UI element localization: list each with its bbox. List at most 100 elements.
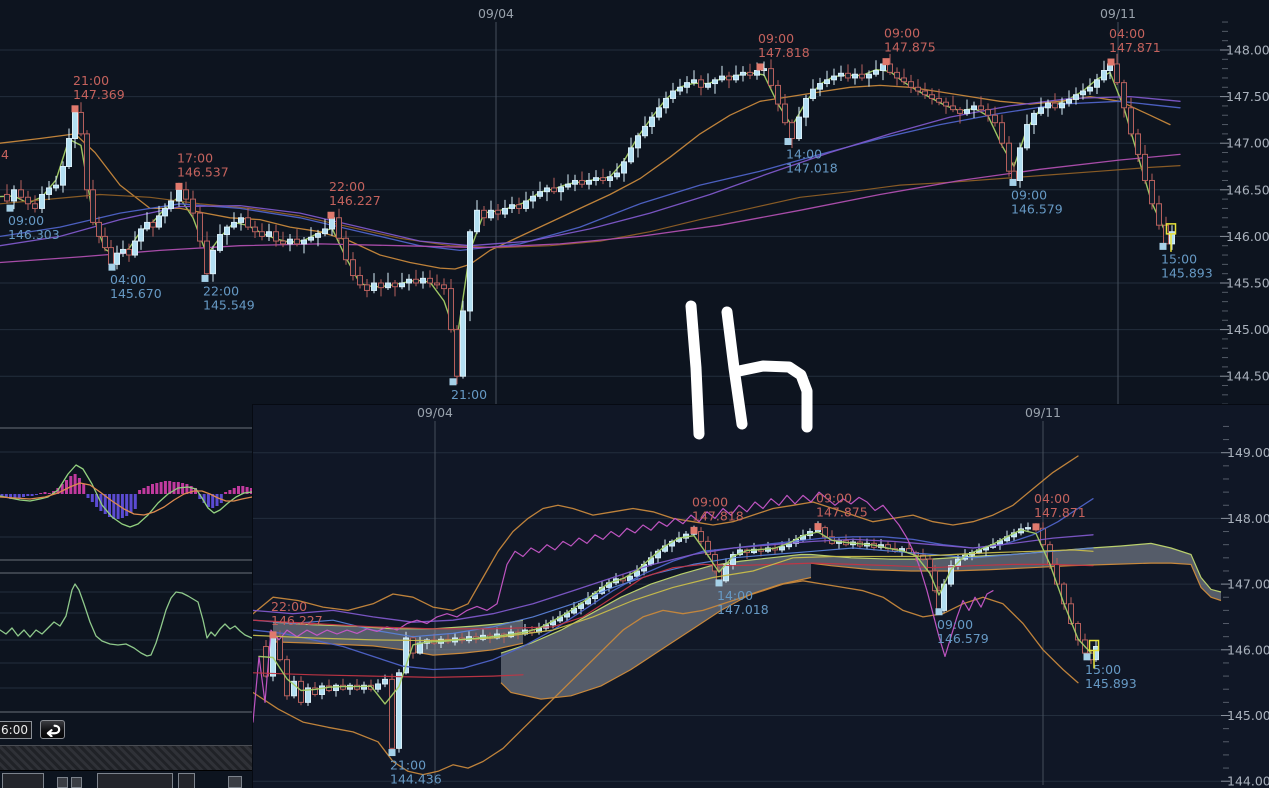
- macd-bar: [22, 494, 25, 497]
- chart-label: 22:00: [329, 179, 365, 194]
- macd-bar: [142, 488, 146, 494]
- chart-label: 148.00: [1227, 511, 1269, 526]
- candlestick: [197, 212, 203, 242]
- candlestick: [593, 177, 599, 181]
- candlestick: [46, 187, 52, 195]
- candlestick: [523, 200, 529, 209]
- candlestick: [768, 68, 774, 86]
- toolbar-icon[interactable]: [71, 777, 82, 788]
- chart-label: 146.50: [1226, 182, 1269, 197]
- candlestick: [1025, 527, 1031, 530]
- candlestick: [474, 209, 480, 233]
- candlestick: [270, 636, 276, 677]
- candlestick: [162, 207, 168, 217]
- chart-label: 147.818: [692, 508, 744, 523]
- bollinger-upper: [253, 455, 1079, 615]
- macd-bar: [30, 494, 34, 496]
- candlestick: [1087, 86, 1093, 92]
- candlestick: [481, 209, 487, 219]
- candlestick: [11, 189, 17, 202]
- macd-bar: [26, 494, 30, 496]
- candlestick: [684, 82, 690, 88]
- macd-bar: [172, 482, 176, 494]
- macd-bar: [43, 492, 47, 494]
- candlestick: [273, 231, 279, 242]
- chart-label: 145.893: [1161, 265, 1213, 280]
- macd-bar: [112, 494, 116, 519]
- candlestick: [782, 103, 788, 124]
- chart-label: 145.893: [1085, 676, 1137, 691]
- candlestick: [1031, 112, 1037, 126]
- chart-label: 147.50: [1226, 89, 1269, 104]
- undo-button[interactable]: [40, 720, 65, 739]
- candlestick: [382, 678, 388, 685]
- candlestick: [460, 310, 466, 377]
- candlestick: [25, 196, 31, 205]
- candlestick: [150, 221, 156, 228]
- candlestick: [922, 90, 928, 96]
- candlestick: [579, 179, 585, 185]
- candlestick: [305, 687, 311, 703]
- candlestick: [621, 161, 627, 174]
- candlestick: [231, 221, 237, 228]
- candlestick: [4, 193, 10, 202]
- time-input[interactable]: [0, 721, 32, 739]
- candlestick: [120, 248, 126, 254]
- candlestick: [859, 73, 865, 79]
- toolbar-icon[interactable]: [57, 777, 68, 788]
- candlestick: [434, 282, 440, 286]
- line-yellow: [253, 549, 1094, 642]
- chart-label: 146.00: [1226, 229, 1269, 244]
- candlestick: [873, 70, 879, 75]
- candlestick: [1017, 147, 1023, 181]
- candlestick: [176, 189, 182, 202]
- toolbar-widget[interactable]: [97, 773, 173, 788]
- chart-label: 21:00: [73, 73, 109, 88]
- candlestick: [329, 217, 335, 230]
- toolbar-widget[interactable]: [178, 773, 195, 788]
- ichimoku-cloud-c-bottom: [810, 562, 1222, 602]
- ma-orange-slow: [0, 165, 1181, 249]
- candlestick: [84, 133, 90, 191]
- candlestick: [385, 282, 391, 289]
- chart-label: 09:00: [937, 617, 973, 632]
- candlestick: [1038, 107, 1044, 114]
- toolbar-icon[interactable]: [228, 776, 242, 788]
- chart-label: 145.549: [203, 297, 255, 312]
- chart-label: 04:00: [110, 272, 146, 287]
- price-chart-lower-1h[interactable]: 149.00 148.00 147.00 146.00 145.00 144.00 09/0…: [253, 405, 1269, 788]
- macd-bar: [151, 484, 154, 494]
- macd-bar: [215, 494, 219, 506]
- candlestick: [18, 189, 24, 198]
- candlestick: [406, 278, 412, 284]
- candlestick: [291, 680, 297, 697]
- chart-window-1h[interactable]: 149.00 148.00 147.00 146.00 145.00 144.00 09/0…: [252, 404, 1269, 788]
- candlestick: [537, 191, 543, 197]
- macd-bar: [241, 486, 245, 494]
- toolbar-widget[interactable]: [2, 773, 44, 788]
- macd-bar: [237, 486, 240, 494]
- macd-bar: [181, 483, 185, 494]
- candlestick: [333, 684, 339, 692]
- macd-bar: [56, 488, 60, 494]
- chart-label: 14:00: [717, 588, 753, 603]
- candlestick: [441, 284, 447, 290]
- candlestick: [866, 73, 872, 79]
- candlestick: [726, 75, 732, 81]
- macd-bar: [129, 494, 133, 513]
- candlestick: [803, 97, 809, 118]
- chart-label: 147.00: [1227, 577, 1269, 592]
- candlestick: [992, 114, 998, 124]
- candlestick: [66, 138, 72, 167]
- candlestick: [357, 275, 363, 286]
- chart-label: 04:00: [1109, 26, 1145, 41]
